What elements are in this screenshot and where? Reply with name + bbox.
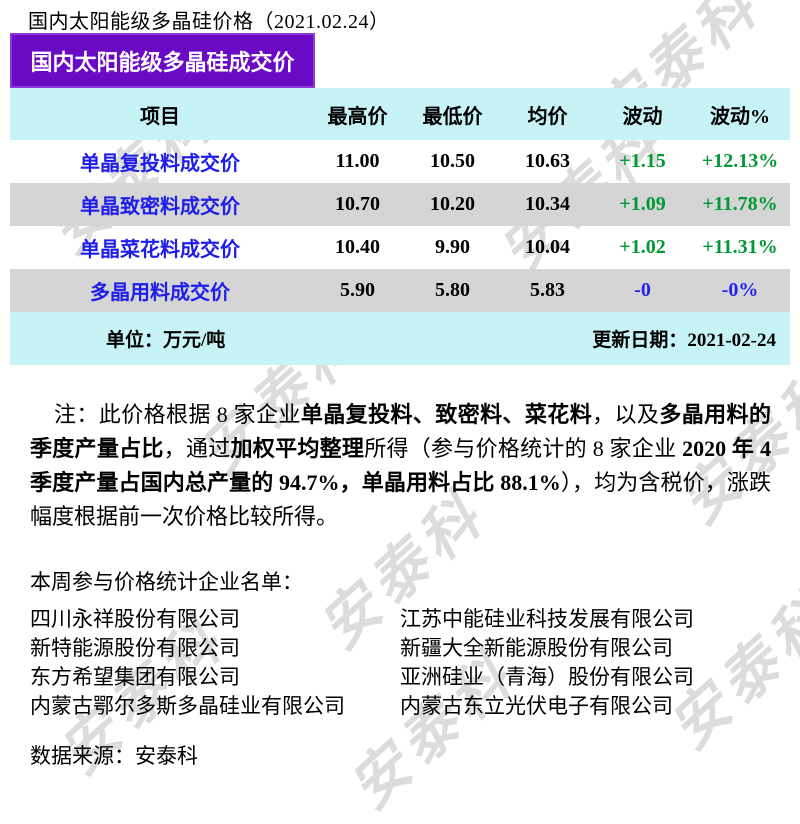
company-column-left: 四川永祥股份有限公司 新特能源股份有限公司 东方希望集团有限公司 内蒙古鄂尔多斯…	[30, 605, 400, 721]
column-header-avg: 均价	[527, 105, 568, 128]
column-header-low: 最低价	[422, 105, 483, 128]
row-label-mono-dense[interactable]: 单晶致密料成交价	[80, 196, 240, 218]
row-label-multi-material[interactable]: 多晶用料成交价	[90, 282, 230, 304]
update-date-label: 更新日期：2021-02-24	[592, 330, 776, 351]
table-row: 多晶用料成交价 5.90 5.80 5.83 -0 -0%	[10, 269, 790, 312]
company-item: 内蒙古鄂尔多斯多晶硅业有限公司	[30, 695, 345, 718]
note-segment: ，通过	[163, 436, 231, 461]
cell-change: +1.02	[619, 236, 666, 258]
company-item: 新特能源股份有限公司	[30, 637, 240, 660]
note-segment: 多晶用料的季度产量占比	[30, 402, 771, 461]
cell-low: 5.80	[435, 279, 470, 301]
column-header-high: 最高价	[327, 105, 388, 128]
company-item: 东方希望集团有限公司	[30, 666, 240, 689]
note-segment: 注：此价格根据 8 家企业	[54, 402, 301, 427]
company-item: 四川永祥股份有限公司	[30, 608, 240, 631]
table-row: 单晶致密料成交价 10.70 10.20 10.34 +1.09 +11.78%	[10, 183, 790, 226]
note-segment: 所得（参与价格统计的 8 家企业	[364, 436, 683, 461]
price-table: 项目 最高价 最低价 均价 波动 波动% 单晶复投料成交价 11.00 10.5…	[10, 88, 790, 365]
column-header-change: 波动	[622, 105, 663, 128]
cell-change: +1.15	[619, 150, 666, 172]
cell-change: +1.09	[619, 193, 666, 215]
cell-avg: 10.34	[525, 193, 570, 215]
company-column-right: 江苏中能硅业科技发展有限公司 新疆大全新能源股份有限公司 亚洲硅业（青海）股份有…	[400, 605, 694, 721]
table-header-row: 项目 最高价 最低价 均价 波动 波动%	[10, 88, 790, 140]
note-segment: ），均为含税价，涨跌幅度根据前一次价格比较所得。	[30, 470, 771, 529]
table-footer-row: 单位：万元/吨 更新日期：2021-02-24	[10, 312, 790, 365]
column-header-item: 项目	[140, 105, 180, 128]
cell-change-pct: +11.78%	[702, 193, 778, 215]
table-title-banner: 国内太阳能级多晶硅成交价	[10, 33, 315, 88]
unit-label: 单位：万元/吨	[106, 330, 226, 351]
company-item: 内蒙古东立光伏电子有限公司	[400, 695, 673, 718]
cell-avg: 10.04	[525, 236, 570, 258]
cell-change-pct: -0%	[721, 279, 759, 301]
cell-low: 10.20	[430, 193, 475, 215]
banner-label: 国内太阳能级多晶硅成交价	[30, 49, 295, 75]
cell-avg: 10.63	[525, 150, 570, 172]
table-row: 单晶菜花料成交价 10.40 9.90 10.04 +1.02 +11.31%	[10, 226, 790, 269]
cell-high: 11.00	[335, 150, 380, 172]
row-label-mono-cauliflower[interactable]: 单晶菜花料成交价	[80, 239, 240, 261]
cell-avg: 5.83	[530, 279, 565, 301]
table-row: 单晶复投料成交价 11.00 10.50 10.63 +1.15 +12.13%	[10, 140, 790, 183]
note-segment: ，以及	[592, 402, 660, 427]
company-item: 新疆大全新能源股份有限公司	[400, 637, 673, 660]
page-title: 国内太阳能级多晶硅价格（2021.02.24）	[28, 11, 390, 33]
cell-high: 5.90	[340, 279, 375, 301]
company-item: 江苏中能硅业科技发展有限公司	[400, 608, 694, 631]
cell-low: 10.50	[430, 150, 475, 172]
company-list-heading: 本周参与价格统计企业名单：	[30, 571, 303, 594]
data-source-label: 数据来源：安泰科	[30, 745, 198, 768]
note-paragraph: 注：此价格根据 8 家企业单晶复投料、致密料、菜花料，以及多晶用料的季度产量占比…	[30, 398, 771, 534]
note-segment: 加权平均整理	[230, 436, 365, 461]
cell-change-pct: +11.31%	[702, 236, 778, 258]
cell-high: 10.70	[335, 193, 380, 215]
note-segment: 单晶复投料、致密料、菜花料	[300, 402, 593, 427]
cell-change-pct: +12.13%	[701, 150, 779, 172]
company-item: 亚洲硅业（青海）股份有限公司	[400, 666, 694, 689]
cell-low: 9.90	[435, 236, 470, 258]
note-segment: 2020 年 4 季度产量占国内总产量的 94.7%，单晶用料占比 88.1%	[30, 436, 771, 495]
column-header-change-pct: 波动%	[710, 105, 770, 128]
company-list-section: 本周参与价格统计企业名单： 四川永祥股份有限公司 新特能源股份有限公司 东方希望…	[30, 566, 694, 721]
cell-high: 10.40	[335, 236, 380, 258]
cell-change: -0	[634, 279, 651, 301]
row-label-mono-recharging[interactable]: 单晶复投料成交价	[80, 153, 240, 175]
